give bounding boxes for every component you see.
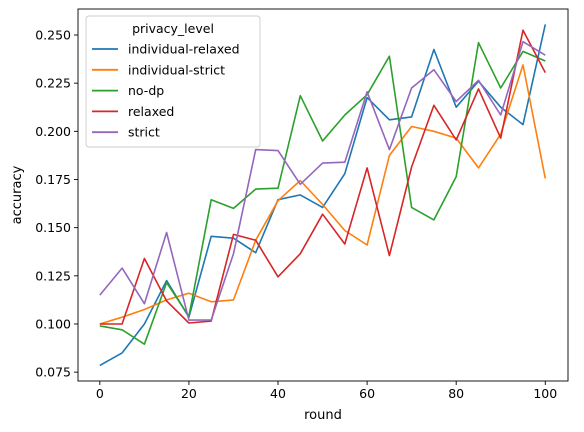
x-tick-label: 0: [96, 386, 104, 401]
x-axis: 0 20 40 60 80 100: [96, 381, 557, 401]
y-tick-label: 0.200: [35, 124, 71, 139]
y-axis: 0.075 0.100 0.125 0.150 0.175 0.200 0.225 0.250: [35, 28, 78, 380]
x-tick-label: 20: [181, 386, 197, 401]
legend-label-strict: strict: [128, 125, 160, 140]
legend-label-individual-relaxed: individual-relaxed: [128, 42, 240, 57]
x-tick-label: 60: [359, 386, 375, 401]
legend-label-no-dp: no-dp: [128, 83, 164, 98]
y-tick-label: 0.125: [35, 268, 71, 283]
legend-box: [85, 15, 261, 148]
series-lines: [99, 24, 547, 367]
series-line-individual-strict: [99, 64, 547, 325]
x-tick-label: 40: [270, 386, 286, 401]
legend-label-individual-strict: individual-strict: [128, 62, 225, 77]
y-tick-label: 0.250: [35, 28, 71, 43]
legend-items: individual-relaxed individual-strict no-dp…: [92, 42, 240, 140]
series-line-relaxed: [99, 29, 547, 325]
plot-area: [77, 8, 569, 382]
x-axis-label: round: [304, 408, 342, 423]
series-line-strict: [99, 40, 546, 321]
legend-title: privacy_level: [132, 21, 214, 36]
y-tick-label: 0.100: [35, 316, 71, 331]
y-tick-label: 0.225: [35, 76, 71, 91]
y-tick-label: 0.075: [35, 365, 71, 380]
y-tick-label: 0.175: [35, 172, 71, 187]
legend-label-relaxed: relaxed: [128, 104, 174, 119]
y-axis-label: accuracy: [10, 165, 25, 224]
x-tick-label: 80: [448, 386, 464, 401]
y-tick-label: 0.150: [35, 220, 71, 235]
legend: privacy_level individual-relaxedindividu…: [85, 15, 261, 148]
x-tick-label: 100: [533, 386, 557, 401]
